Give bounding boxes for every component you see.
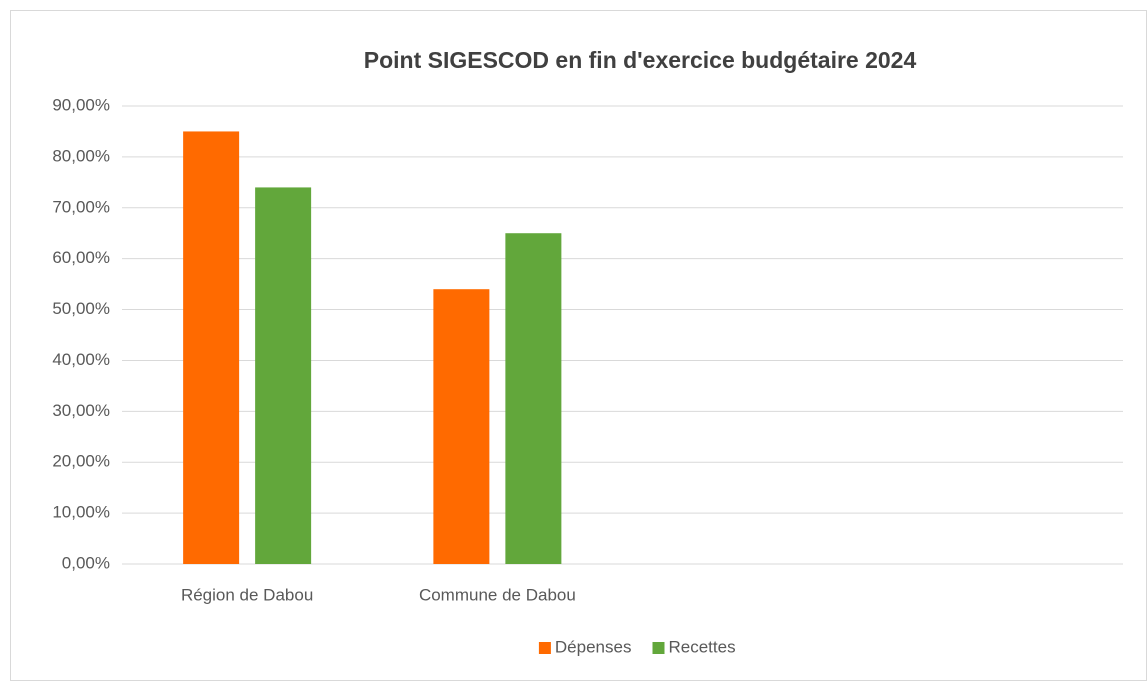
y-tick-label: 80,00% — [52, 146, 110, 165]
x-tick-label: Région de Dabou — [181, 585, 313, 604]
x-tick-label: Commune de Dabou — [419, 585, 576, 604]
y-tick-label: 40,00% — [52, 350, 110, 369]
y-tick-label: 50,00% — [52, 299, 110, 318]
legend-label: Recettes — [669, 637, 736, 656]
y-tick-label: 30,00% — [52, 401, 110, 420]
legend-swatch — [652, 642, 665, 654]
bar — [433, 289, 490, 564]
bar — [505, 233, 562, 564]
chart-title: Point SIGESCOD en fin d'exercice budgéta… — [364, 47, 917, 73]
bar — [255, 187, 312, 564]
y-tick-label: 20,00% — [52, 452, 110, 471]
legend-label: Dépenses — [555, 637, 632, 656]
y-tick-label: 60,00% — [52, 248, 110, 267]
bar — [183, 131, 240, 564]
y-tick-label: 90,00% — [52, 95, 110, 114]
y-tick-label: 10,00% — [52, 503, 110, 522]
legend-swatch — [538, 642, 551, 654]
y-tick-label: 70,00% — [52, 197, 110, 216]
y-tick-label: 0,00% — [62, 553, 110, 572]
chart-border — [10, 10, 1147, 681]
